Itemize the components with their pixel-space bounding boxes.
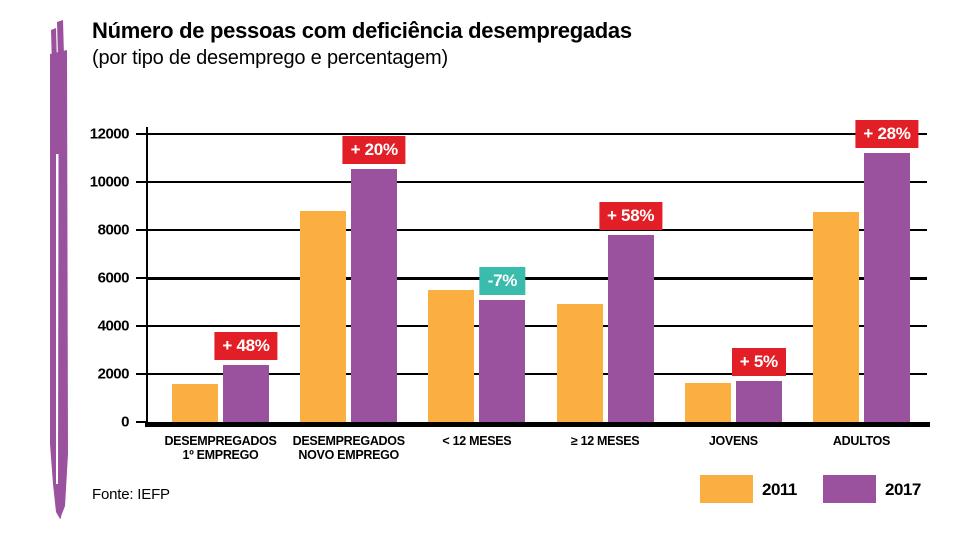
plot-area: 0 2000 4000 6000 8000 10000 12000 + 48% DESEMPRE… xyxy=(90,120,930,462)
x-axis-label-desempregados-novo-emprego: DESEMPREGADOS NOVO EMPREGO xyxy=(292,434,405,462)
legend-label-2011: 2011 xyxy=(762,480,797,499)
gridline-12000 xyxy=(148,133,927,135)
pct-badge-adultos: + 28% xyxy=(855,120,919,149)
chart-subtitle: (por tipo de desemprego e percentagem) xyxy=(92,47,448,69)
pct-badge-desempregados-1-emprego: + 48% xyxy=(214,332,278,361)
legend-label-2017: 2017 xyxy=(885,480,921,499)
y-tick-12000 xyxy=(136,133,147,135)
bar-2011-desempregados-1-emprego xyxy=(172,383,218,422)
bar-2011-12-meses xyxy=(428,290,475,422)
legend-swatch-2017 xyxy=(823,475,876,503)
bar-2017-desempregados-1-emprego xyxy=(223,365,269,422)
x-axis-label-desempregados-1-emprego: DESEMPREGADOS 1º EMPREGO xyxy=(164,434,277,462)
legend-swatch-2011 xyxy=(700,475,753,503)
purple-brush-stroke-decoration xyxy=(50,20,68,519)
pct-badge-desempregados-novo-emprego: + 20% xyxy=(342,135,406,164)
gridline-2000 xyxy=(148,373,927,375)
y-axis-label-2000: 2000 xyxy=(97,365,130,383)
y-axis-label-0: 0 xyxy=(121,413,129,431)
gridline-8000 xyxy=(148,229,927,231)
x-axis-label-12-meses: < 12 MESES xyxy=(442,434,512,448)
y-axis-label-6000: 6000 xyxy=(97,269,130,287)
y-axis-label-10000: 10000 xyxy=(89,173,130,191)
y-tick-8000 xyxy=(136,229,147,231)
y-tick-0 xyxy=(136,421,147,423)
y-axis-label-4000: 4000 xyxy=(97,317,130,335)
y-axis-label-12000: 12000 xyxy=(89,125,130,143)
bar-2017-12-meses xyxy=(607,235,654,422)
bar-2017-jovens xyxy=(735,380,782,422)
source-note: Fonte: IEFP xyxy=(92,486,170,503)
bar-2017-12-meses xyxy=(479,299,526,422)
y-axis-line xyxy=(146,127,148,422)
bar-2011-jovens xyxy=(684,382,731,422)
pct-badge-12-meses: -7% xyxy=(479,266,526,295)
x-axis-label-12-meses: ≥ 12 MESES xyxy=(570,434,640,448)
gridline-10000 xyxy=(148,181,927,183)
x-axis-label-jovens: JOVENS xyxy=(708,434,758,448)
y-axis-label-8000: 8000 xyxy=(97,221,130,239)
x-axis-label-adultos: ADULTOS xyxy=(832,434,891,448)
y-tick-2000 xyxy=(136,373,147,375)
y-tick-4000 xyxy=(136,325,147,327)
pct-badge-12-meses: + 58% xyxy=(599,202,663,231)
gridline-6000 xyxy=(148,277,927,280)
gridline-4000 xyxy=(148,325,927,327)
bar-2011-desempregados-novo-emprego xyxy=(300,210,347,422)
bar-2011-12-meses xyxy=(556,303,603,422)
chart-title: Número de pessoas com deficiência desemp… xyxy=(92,18,632,43)
y-tick-10000 xyxy=(136,181,147,183)
y-tick-6000 xyxy=(136,277,147,279)
chart-header: Número de pessoas com deficiência desemp… xyxy=(92,18,632,70)
bar-2017-desempregados-novo-emprego xyxy=(351,168,398,422)
pct-badge-jovens: + 5% xyxy=(731,347,786,376)
x-axis-line xyxy=(145,422,930,427)
bar-2011-adultos xyxy=(813,212,859,422)
bar-2017-adultos xyxy=(864,153,910,422)
